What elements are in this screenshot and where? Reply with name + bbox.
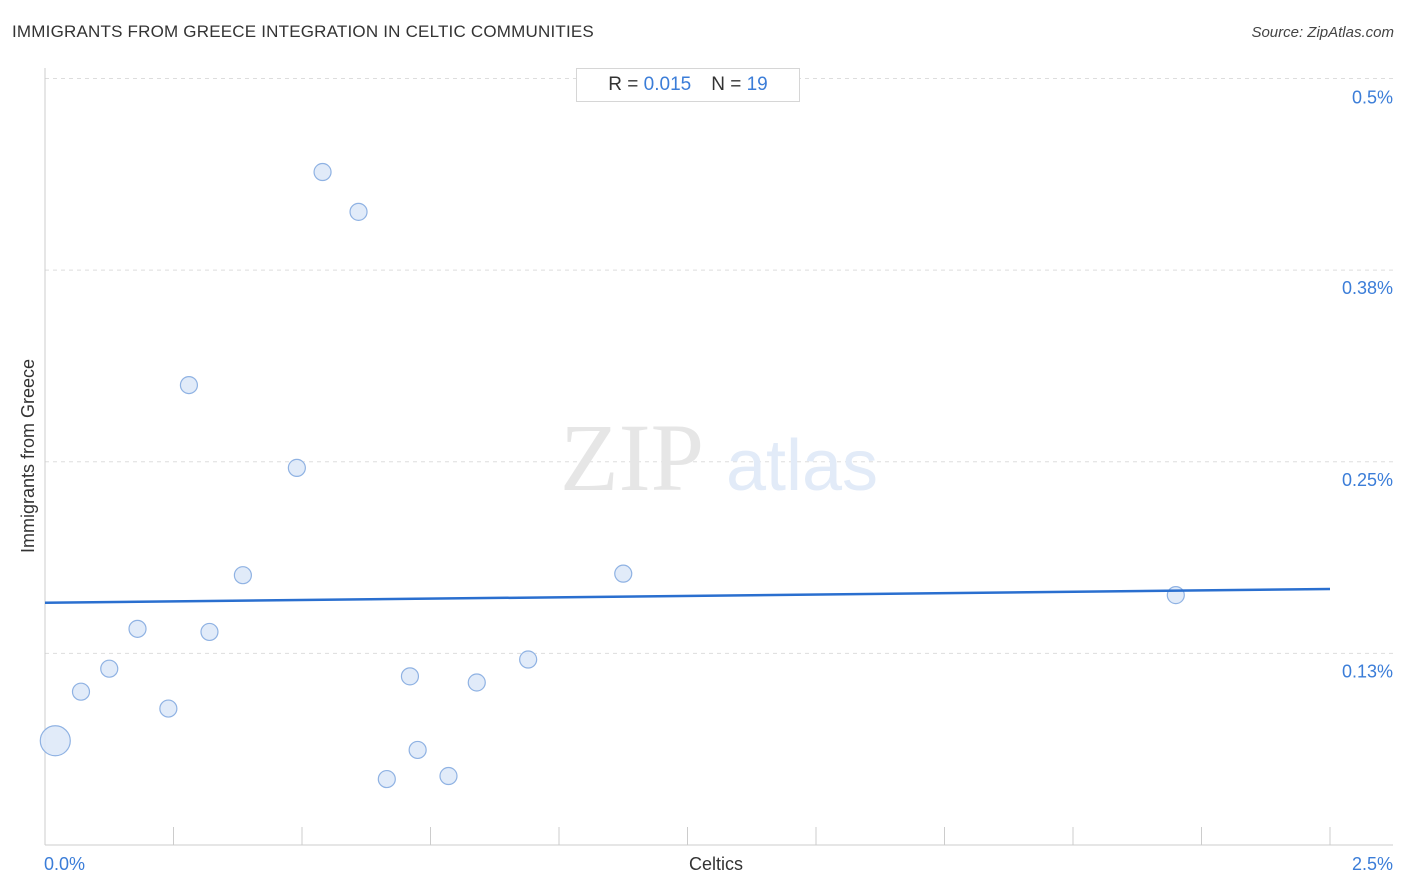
watermark-zip: ZIP — [560, 404, 704, 511]
grid-layer — [45, 78, 1393, 845]
data-point — [128, 619, 147, 638]
y-tick-label: 0.38% — [1342, 278, 1393, 298]
chart-title: IMMIGRANTS FROM GREECE INTEGRATION IN CE… — [12, 22, 594, 41]
label-layer: 0.5% 0.38% 0.25% 0.13% 0.0% 2.5% — [44, 88, 1393, 875]
data-point — [467, 673, 486, 692]
y-tick-label: 0.5% — [1352, 88, 1393, 108]
r-value: 0.015 — [643, 74, 692, 95]
data-point — [159, 699, 178, 718]
data-point — [200, 622, 219, 642]
data-point — [287, 458, 306, 477]
n-value: 19 — [746, 74, 768, 95]
chart-source: Source: ZipAtlas.com — [1251, 24, 1394, 41]
data-point — [519, 650, 538, 669]
data-point — [100, 659, 119, 678]
stats-box: R = 0.015 N = 19 — [576, 68, 800, 102]
data-point — [349, 202, 368, 221]
data-point — [39, 725, 71, 757]
x-axis-label: Celtics — [689, 854, 743, 874]
y-axis-label: Immigrants from Greece — [18, 359, 38, 553]
y-tick-label: 0.25% — [1342, 470, 1393, 490]
n-label: N = — [711, 74, 742, 95]
data-point — [377, 769, 396, 789]
data-point — [439, 766, 458, 786]
data-point — [400, 667, 420, 686]
axis-layer — [44, 68, 1393, 846]
data-point — [179, 376, 199, 395]
data-point — [408, 740, 427, 760]
watermark-atlas: atlas — [726, 426, 878, 506]
data-point — [614, 564, 633, 583]
watermark: ZIP atlas — [560, 404, 878, 511]
y-tick-label: 0.13% — [1342, 661, 1393, 681]
trend-layer — [44, 587, 1331, 605]
data-point — [1166, 586, 1185, 605]
trend-line — [44, 587, 1331, 605]
x-tick-label: 2.5% — [1352, 854, 1393, 874]
x-tick-label: 0.0% — [44, 854, 85, 874]
data-point — [233, 566, 252, 585]
points-layer — [39, 162, 1185, 789]
r-label: R = — [608, 74, 639, 95]
data-point — [313, 162, 332, 182]
data-point — [71, 682, 91, 701]
